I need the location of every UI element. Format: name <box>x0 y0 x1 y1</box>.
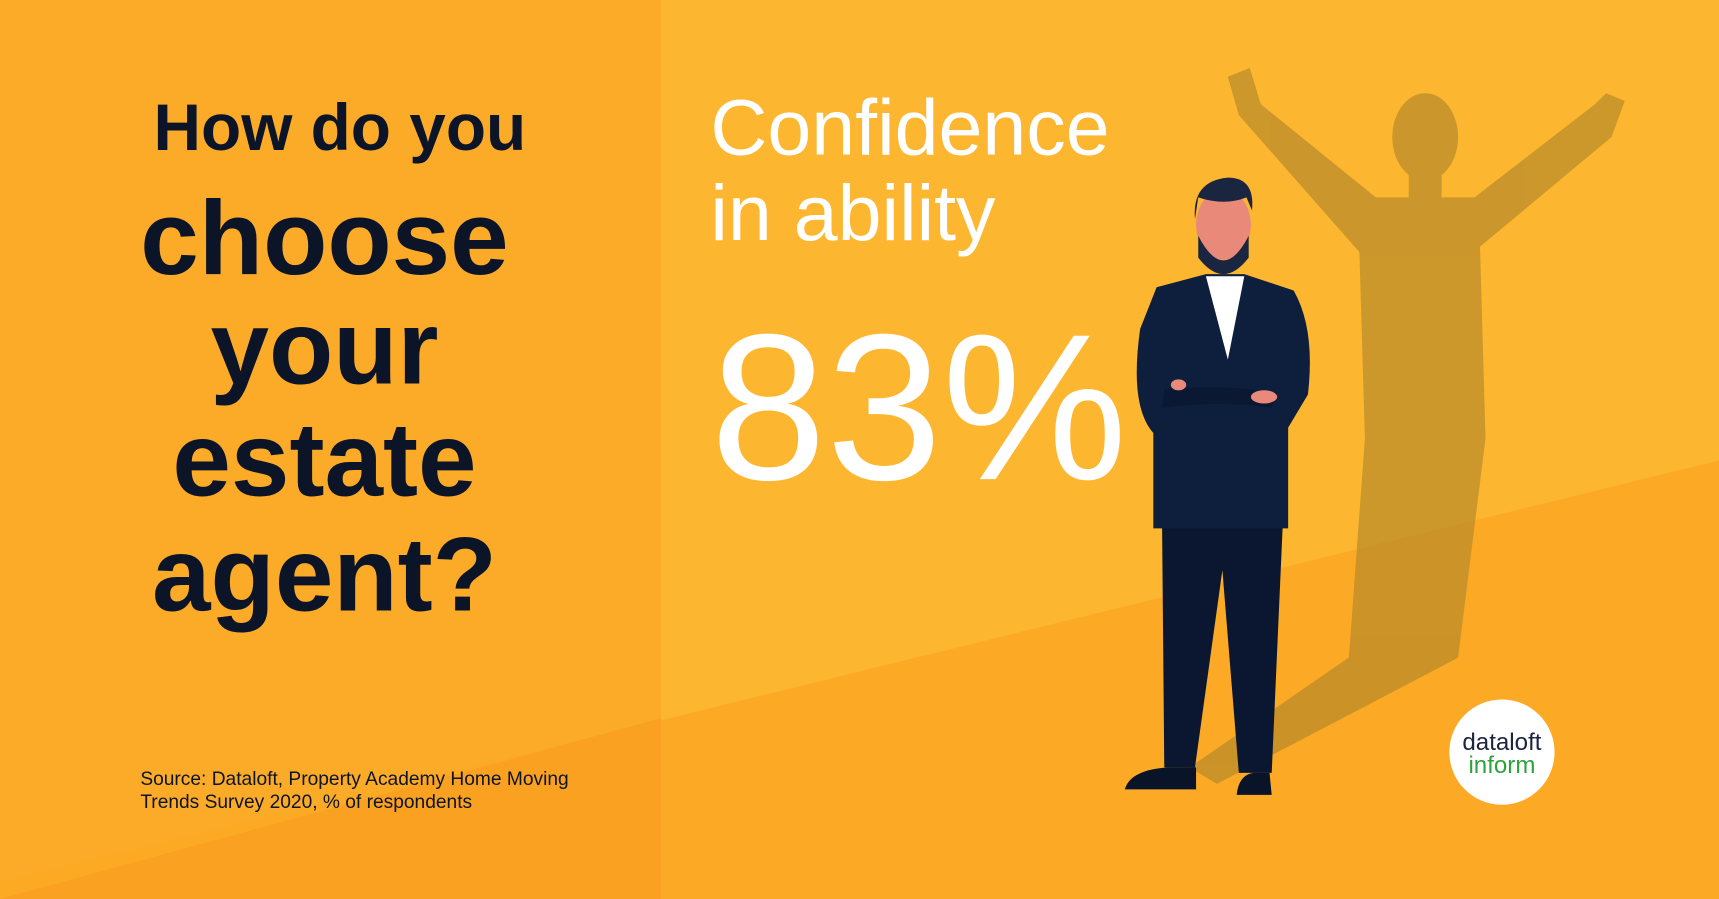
heading-line: agent? <box>152 517 497 634</box>
source-line: Source: Dataloft, Property Academy Home … <box>140 769 568 790</box>
heading-line: estate <box>172 402 476 519</box>
heading-intro: How do you <box>154 90 527 164</box>
stat: Confidence in ability 83% <box>710 84 1127 525</box>
logo-circle <box>1449 699 1555 805</box>
logo-top: dataloft <box>1462 729 1541 756</box>
stat-label: in ability <box>710 169 996 257</box>
logo: dataloft inform <box>1449 699 1555 805</box>
floor-left <box>0 718 662 899</box>
source-line: Trends Survey 2020, % of respondents <box>140 792 472 813</box>
man-illustration <box>1124 177 1310 795</box>
source: Source: Dataloft, Property Academy Home … <box>140 769 568 813</box>
heading-line: your <box>210 290 438 407</box>
logo-bottom: inform <box>1468 752 1535 779</box>
heading: How do you choose your estate agent? <box>140 90 526 633</box>
stat-label: Confidence <box>710 84 1109 172</box>
stat-value: 83% <box>710 291 1127 524</box>
heading-line: choose <box>140 180 508 297</box>
